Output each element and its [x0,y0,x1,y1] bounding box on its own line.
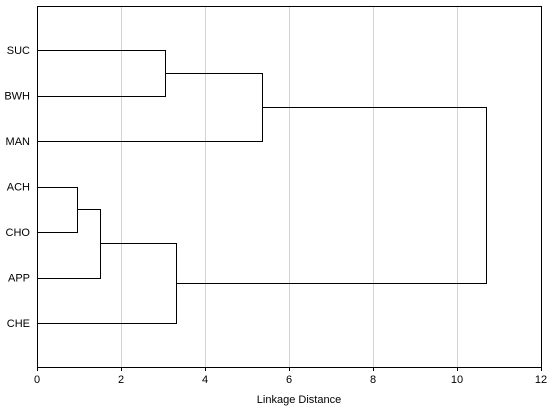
x-axis-ticks: 0 2 4 6 8 10 12 [34,367,547,386]
leaf-labels: SUC BWH MAN ACH CHO APP CHE [4,45,30,330]
leaf-label-che: CHE [7,318,30,330]
x-tick-label-4: 4 [202,374,208,386]
dendrogram-link-3 [37,50,166,97]
x-tick-label-10: 10 [451,374,463,386]
leaf-label-cho: CHO [6,227,31,239]
dendrogram-link-2 [37,209,101,279]
x-tick-label-8: 8 [370,374,376,386]
leaf-label-ach: ACH [7,182,30,194]
leaf-label-man: MAN [6,136,31,148]
x-tick-label-12: 12 [535,374,547,386]
grid-lines [121,6,458,367]
dendrogram-link-1 [37,187,78,233]
x-tick-label-6: 6 [286,374,292,386]
dendrogram-link-5 [37,73,263,142]
dendrogram-link-4 [37,243,177,324]
leaf-label-suc: SUC [7,45,30,57]
dendrogram-link-6 [176,107,487,284]
x-tick-label-0: 0 [34,374,40,386]
x-axis-title: Linkage Distance [257,394,341,406]
x-tick-label-2: 2 [118,374,124,386]
dendrogram-branches [37,50,487,324]
leaf-label-app: APP [8,273,30,285]
leaf-label-bwh: BWH [4,91,30,103]
